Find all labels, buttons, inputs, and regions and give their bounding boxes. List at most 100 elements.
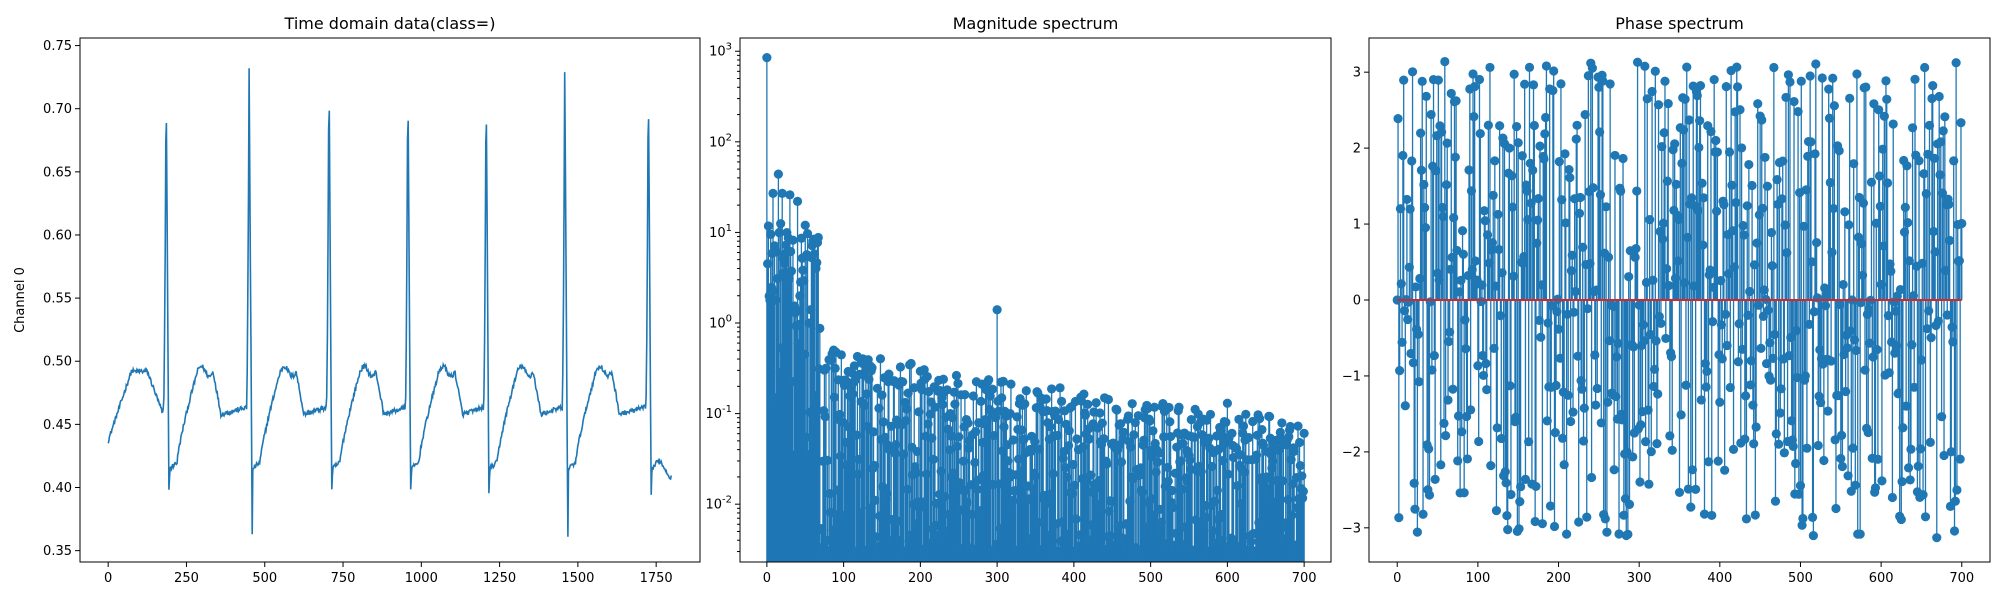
phase-marker xyxy=(1952,485,1962,495)
phase-marker xyxy=(1763,305,1773,315)
phase-marker xyxy=(1872,345,1882,355)
phase-marker xyxy=(1950,496,1960,506)
phase-marker xyxy=(1695,80,1706,91)
phase-marker xyxy=(1413,329,1423,339)
phase-marker xyxy=(1573,351,1583,361)
y-tick-label: 0.55 xyxy=(43,292,72,307)
phase-marker xyxy=(1492,423,1502,433)
phase-marker xyxy=(1717,354,1727,364)
phase-marker xyxy=(1631,244,1641,254)
magnitude-marker xyxy=(952,441,962,451)
magnitude-marker xyxy=(1058,453,1068,463)
phase-marker xyxy=(1944,199,1954,209)
phase-marker xyxy=(1644,479,1654,489)
phase-marker xyxy=(1548,85,1558,96)
phase-marker xyxy=(1500,467,1510,477)
phase-marker xyxy=(1820,301,1831,311)
magnitude-marker xyxy=(953,378,963,389)
phase-marker xyxy=(1906,444,1916,454)
magnitude-marker xyxy=(1080,410,1090,420)
phase-marker xyxy=(1507,202,1518,212)
phase-marker xyxy=(1638,320,1648,330)
phase-marker xyxy=(1794,489,1804,499)
phase-marker xyxy=(1808,530,1818,541)
phase-marker xyxy=(1520,474,1531,484)
phase-marker xyxy=(1424,490,1435,500)
x-tick-label: 1000 xyxy=(405,571,438,586)
phase-marker xyxy=(1733,357,1743,367)
phase-marker xyxy=(1914,156,1924,166)
magnitude-marker xyxy=(774,228,784,238)
phase-marker xyxy=(1459,488,1469,498)
phase-marker xyxy=(1843,471,1853,481)
phase-marker xyxy=(1666,352,1677,362)
magnitude-marker xyxy=(862,421,873,431)
phase-marker xyxy=(1473,361,1483,371)
magnitude-marker xyxy=(786,246,796,257)
phase-marker xyxy=(1699,193,1709,203)
phase-marker xyxy=(1811,59,1821,69)
phase-marker xyxy=(1502,510,1512,521)
magnitude-marker xyxy=(868,427,879,437)
magnitude-marker xyxy=(777,188,787,198)
phase-marker xyxy=(1528,80,1539,90)
phase-marker xyxy=(1532,238,1542,248)
phase-marker xyxy=(1636,420,1646,430)
magnitude-marker xyxy=(768,188,778,198)
phase-marker xyxy=(1421,91,1431,101)
magnitude-marker xyxy=(1045,422,1055,432)
phase-marker xyxy=(1603,397,1613,407)
magnitude-marker xyxy=(763,259,773,269)
phase-marker xyxy=(1529,120,1539,131)
phase-marker xyxy=(1536,332,1546,342)
phase-marker xyxy=(1864,304,1874,314)
phase-marker xyxy=(1885,259,1895,269)
phase-marker xyxy=(1417,76,1427,86)
magnitude-marker xyxy=(1145,416,1155,426)
phase-marker xyxy=(1887,492,1898,503)
magnitude-marker xyxy=(852,430,862,440)
phase-marker xyxy=(1686,193,1697,203)
magnitude-marker xyxy=(1248,416,1258,427)
phase-marker xyxy=(1648,275,1658,285)
phase-marker xyxy=(1570,286,1581,297)
x-tick-label: 500 xyxy=(1138,571,1163,586)
magnitude-marker xyxy=(1127,399,1137,409)
phase-marker xyxy=(1659,128,1669,138)
phase-marker xyxy=(1486,245,1497,255)
phase-marker xyxy=(1913,461,1923,471)
magnitude-marker xyxy=(776,219,786,229)
phase-marker xyxy=(1586,472,1597,483)
phase-marker xyxy=(1518,258,1528,268)
phase-marker xyxy=(1443,395,1453,405)
phase-marker xyxy=(1836,453,1846,464)
magnitude-marker xyxy=(1134,470,1144,481)
magnitude-marker xyxy=(1227,428,1237,439)
y-tick-label: 10-1 xyxy=(705,404,732,422)
phase-marker xyxy=(1757,203,1768,213)
phase-marker xyxy=(1924,306,1934,316)
phase-marker xyxy=(1874,105,1884,115)
magnitude-marker xyxy=(836,350,846,360)
phase-marker xyxy=(1419,179,1429,190)
phase-marker xyxy=(1775,408,1785,418)
magnitude-marker xyxy=(848,389,858,399)
phase-marker xyxy=(1955,454,1965,464)
phase-marker xyxy=(1673,256,1683,266)
magnitude-marker xyxy=(786,266,797,276)
x-tick-label: 400 xyxy=(1061,571,1086,586)
x-tick-label: 200 xyxy=(908,571,933,586)
chart-title-1: Magnitude spectrum xyxy=(953,14,1119,33)
phase-marker xyxy=(1454,287,1464,297)
phase-marker xyxy=(1928,80,1938,91)
magnitude-marker xyxy=(925,409,935,419)
phase-marker xyxy=(1812,237,1822,248)
magnitude-marker xyxy=(1005,409,1015,419)
phase-marker xyxy=(1875,201,1885,211)
magnitude-marker xyxy=(1033,517,1044,528)
y-tick-label: −1 xyxy=(1342,369,1361,384)
phase-marker xyxy=(1605,79,1615,89)
phase-marker xyxy=(1525,158,1535,168)
phase-marker xyxy=(1686,502,1696,512)
